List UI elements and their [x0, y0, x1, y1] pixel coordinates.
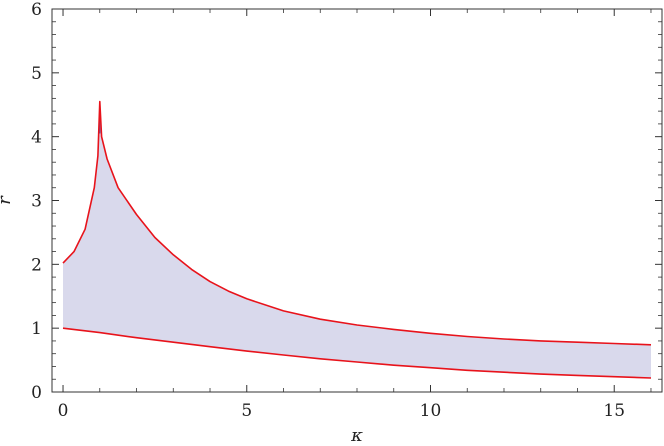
y-tick-label: 2 [31, 255, 42, 275]
y-tick-label: 4 [31, 128, 42, 148]
y-axis-label: r [0, 195, 15, 205]
x-tick-label: 0 [58, 401, 69, 421]
lower-curve [62, 327, 652, 379]
upper-curve [62, 100, 652, 346]
y-tick-label: 1 [31, 319, 42, 339]
x-tick-label: 10 [420, 401, 442, 421]
y-tick-label: 6 [31, 0, 42, 20]
x-tick-label: 5 [241, 401, 252, 421]
y-tick-label: 3 [31, 192, 42, 212]
x-axis-label: κ [350, 425, 363, 446]
x-tick-label: 15 [603, 401, 625, 421]
y-tick-label: 0 [31, 383, 42, 403]
y-tick-label: 5 [31, 64, 42, 84]
fill-region [63, 101, 651, 378]
